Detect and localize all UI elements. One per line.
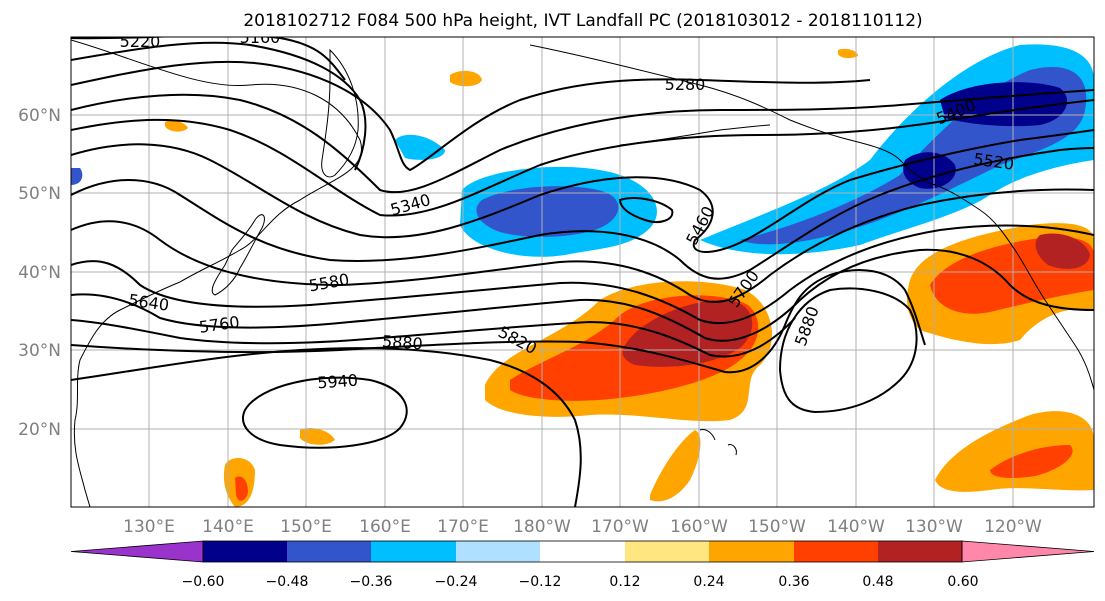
lon-tick-150e: 150°E xyxy=(280,517,332,537)
contour-5640 xyxy=(71,224,1094,325)
lat-tick-60n: 60°N xyxy=(18,106,61,126)
contour-5340 xyxy=(71,89,1094,194)
contour-5520 xyxy=(71,147,1094,280)
lon-tick-170w: 170°W xyxy=(591,517,649,537)
graticule xyxy=(71,37,1094,507)
colorbar-tick-label: −0.36 xyxy=(350,574,393,590)
lat-tick-50n: 50°N xyxy=(18,184,61,204)
colorbar-tick-label: −0.48 xyxy=(266,574,309,590)
colorbar-tick-label: −0.24 xyxy=(435,574,478,590)
colorbar-extension-high xyxy=(961,540,1095,563)
lon-tick-160e: 160°E xyxy=(359,517,411,537)
colorbar-tick-label: 0.24 xyxy=(693,574,724,590)
lat-tick-40n: 40°N xyxy=(18,263,61,283)
contour-label-5220: 5220 xyxy=(120,32,161,51)
coastline-japan xyxy=(211,214,265,296)
contour-5700 xyxy=(71,248,1094,342)
lon-tick-labels: 130°E 140°E 150°E 160°E 170°E 180°W 170°… xyxy=(123,517,1042,537)
colorbar-segment xyxy=(540,541,625,562)
positive-anomaly-peak-west-coast xyxy=(1035,233,1090,269)
lon-tick-130w: 130°W xyxy=(905,517,963,537)
colorbar-segment xyxy=(203,541,287,562)
colorbar-tick-label: −0.60 xyxy=(182,574,225,590)
lon-tick-180w: 180°W xyxy=(513,517,571,537)
lat-tick-labels: 60°N 50°N 40°N 30°N 20°N xyxy=(18,106,61,440)
contour-label-5940: 5940 xyxy=(317,371,359,393)
colorbar-segment xyxy=(456,541,540,562)
positive-anomaly-small-4 xyxy=(838,48,858,59)
colorbar-segments xyxy=(70,540,1095,563)
contour-5820 xyxy=(71,269,926,374)
positive-anomaly-small-3 xyxy=(300,428,335,445)
positive-anomaly-small-1 xyxy=(450,70,482,87)
map-frame xyxy=(70,36,1095,508)
colorbar-tick-label: 0.60 xyxy=(947,574,978,590)
contour-5580 xyxy=(71,188,1094,304)
contour-label-5880-west: 5880 xyxy=(381,332,423,354)
colorbar-segment xyxy=(287,541,371,562)
coastline-hawaii xyxy=(699,429,737,456)
positive-anomaly-small-2 xyxy=(165,120,188,132)
colorbar-segment xyxy=(878,541,962,562)
map-panel: 5220 5160 5280 5400 5520 5340 5460 5580 … xyxy=(70,28,1095,508)
lat-tick-30n: 30°N xyxy=(18,341,61,361)
colorbar-segment xyxy=(709,541,794,562)
positive-anomaly-southeast-core xyxy=(990,445,1073,478)
negative-anomaly-small-west xyxy=(71,168,83,185)
colorbar-tick-labels: −0.60 −0.48 −0.36 −0.24 −0.12 0.12 0.24 … xyxy=(182,574,979,590)
contour-5160 xyxy=(71,37,346,81)
colorbar-tick-label: 0.36 xyxy=(778,574,809,590)
positive-anomaly-southwest-core xyxy=(235,476,248,501)
map-title: 2018102712 F084 500 hPa height, IVT Land… xyxy=(243,11,922,31)
lon-tick-160w: 160°W xyxy=(670,517,728,537)
lon-tick-120w: 120°W xyxy=(984,517,1042,537)
contour-5460 xyxy=(71,129,1094,253)
colorbar: −0.60 −0.48 −0.36 −0.24 −0.12 0.12 0.24 … xyxy=(70,540,1095,590)
contour-5940 xyxy=(242,376,408,449)
contour-5280 xyxy=(71,60,871,172)
colorbar-tick-label: −0.12 xyxy=(519,574,562,590)
colorbar-extension-low xyxy=(70,540,204,563)
contour-label-5160: 5160 xyxy=(240,28,281,47)
contour-5880-main xyxy=(71,347,582,507)
colorbar-segment xyxy=(371,541,456,562)
contour-5880-east xyxy=(778,287,918,414)
colorbar-outline xyxy=(202,540,963,563)
colorbar-segment xyxy=(625,541,709,562)
colorbar-tick-label: 0.48 xyxy=(862,574,893,590)
lat-tick-20n: 20°N xyxy=(18,420,61,440)
lon-tick-130e: 130°E xyxy=(123,517,175,537)
positive-anomaly-hawaii xyxy=(650,430,701,502)
lon-tick-140w: 140°W xyxy=(827,517,885,537)
colorbar-segment xyxy=(794,541,878,562)
contour-5760 xyxy=(71,317,796,358)
height-contours xyxy=(71,37,1094,507)
lon-tick-140e: 140°E xyxy=(202,517,254,537)
lon-tick-170e: 170°E xyxy=(437,517,489,537)
colorbar-tick-label: 0.12 xyxy=(609,574,640,590)
contour-5400 xyxy=(71,99,1094,217)
lon-tick-150w: 150°W xyxy=(748,517,806,537)
contour-label-5280: 5280 xyxy=(665,75,706,94)
contour-5880-small xyxy=(618,197,674,223)
positive-anomaly-southeast xyxy=(935,411,1094,492)
negative-anomaly-core-pacific xyxy=(476,186,619,237)
contour-5220 xyxy=(71,41,367,171)
